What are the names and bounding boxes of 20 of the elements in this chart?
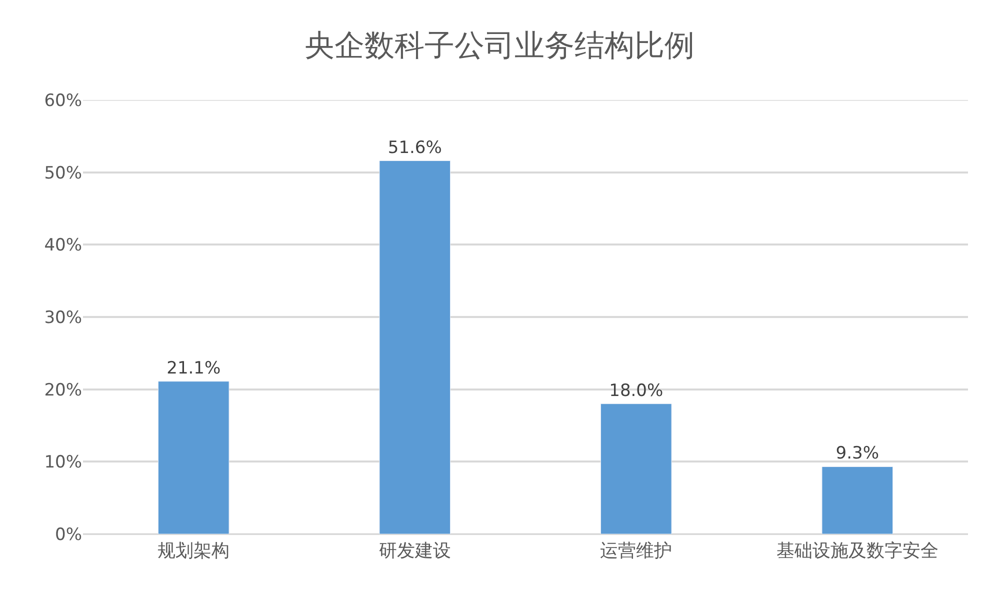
x-tick-label: 基础设施及数字安全 [776,540,938,562]
bar [379,160,451,534]
y-tick-label: 30% [44,308,82,328]
data-label: 9.3% [836,444,879,464]
x-tick-label: 研发建设 [378,540,451,562]
y-tick-label: 0% [55,524,82,545]
y-tick-label: 10% [44,452,82,473]
y-tick-label: 50% [44,163,82,184]
bar [158,381,230,534]
x-tick-label: 规划架构 [158,540,230,562]
x-tick-label: 运营维护 [600,540,672,562]
y-tick-label: 60% [44,90,82,111]
y-tick-label: 40% [44,236,82,256]
data-label: 51.6% [388,138,442,158]
data-label: 21.1% [166,358,221,378]
bar [600,404,672,534]
bar [822,466,894,534]
data-label: 18.0% [609,380,664,401]
chart-title: 央企数科子公司业务结构比例 [304,28,694,64]
y-tick-label: 20% [44,380,82,400]
